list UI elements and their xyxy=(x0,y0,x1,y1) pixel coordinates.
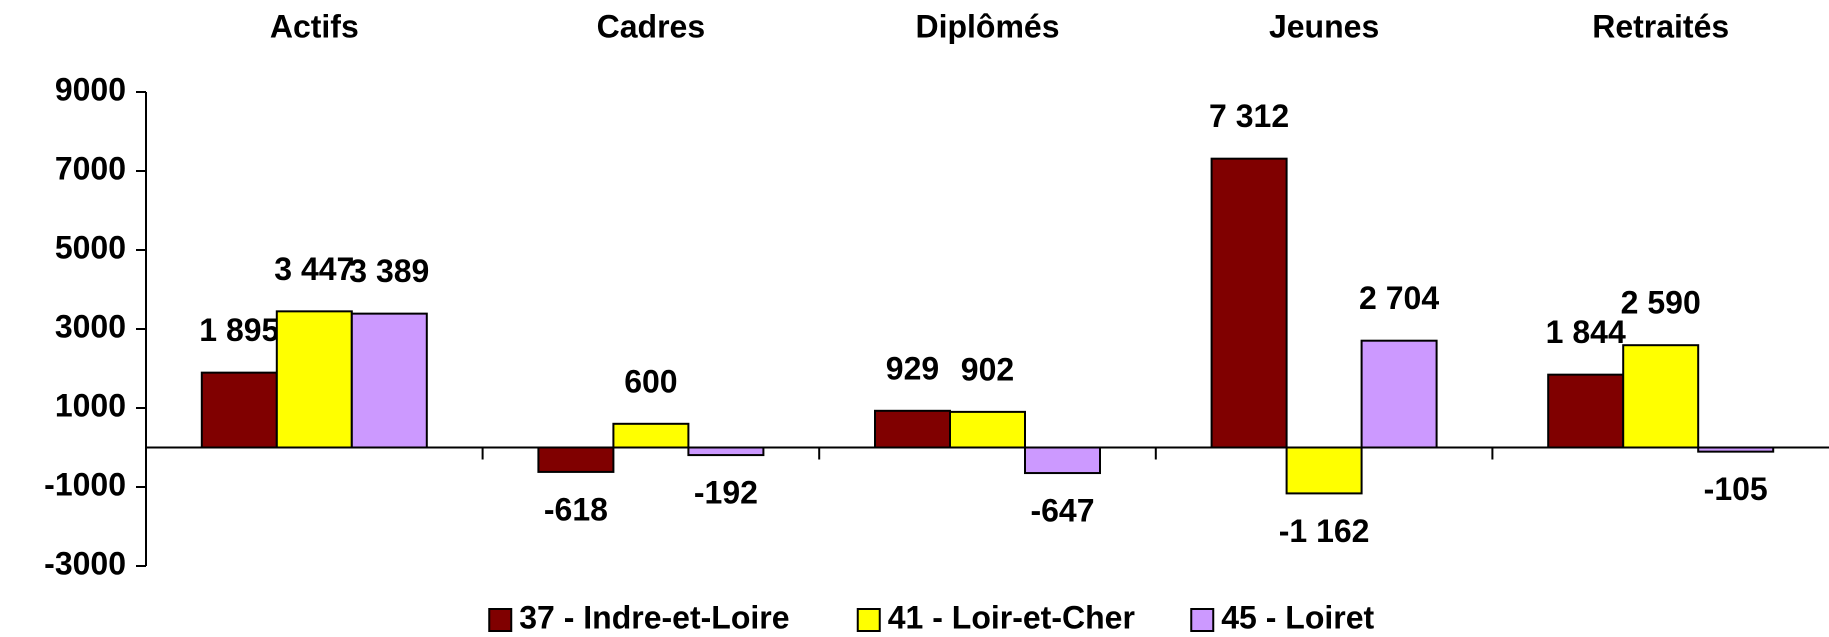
bar xyxy=(1210,157,1288,449)
bar xyxy=(275,310,353,449)
value-label: 3 447 xyxy=(274,251,354,287)
value-label: 1 895 xyxy=(199,312,279,348)
y-tick-label: -1000 xyxy=(44,466,126,502)
value-label: 3 389 xyxy=(349,253,429,289)
category-label: Jeunes xyxy=(1269,8,1379,44)
value-label: 929 xyxy=(886,350,939,386)
value-label: -192 xyxy=(694,475,758,511)
legend-swatch xyxy=(1190,608,1215,632)
category-label: Cadres xyxy=(597,8,706,44)
y-tick-label: 1000 xyxy=(55,387,126,423)
value-label: -618 xyxy=(544,491,608,527)
bar xyxy=(1024,446,1101,475)
bar xyxy=(1285,446,1363,495)
y-tick-label: -3000 xyxy=(44,545,126,581)
y-tick-label: 3000 xyxy=(55,308,126,344)
category-label: Diplômés xyxy=(915,8,1059,44)
legend-label: 45 - Loiret xyxy=(1221,599,1374,635)
value-label: 600 xyxy=(624,363,677,399)
value-label: -1 162 xyxy=(1279,513,1370,549)
bar xyxy=(537,446,615,473)
category-label: Actifs xyxy=(270,8,359,44)
y-tick-label: 9000 xyxy=(55,71,126,107)
bar xyxy=(350,312,428,449)
bar xyxy=(1547,373,1625,449)
bar xyxy=(612,422,690,449)
legend-swatch xyxy=(488,608,513,632)
legend-label: 41 - Loir-et-Cher xyxy=(888,599,1135,635)
bar xyxy=(1697,446,1775,453)
value-label: 7 312 xyxy=(1209,98,1289,134)
legend-label: 37 - Indre-et-Loire xyxy=(519,599,789,635)
category-label: Retraités xyxy=(1592,8,1729,44)
bar xyxy=(200,371,278,449)
bar xyxy=(1360,339,1438,449)
y-tick-label: 7000 xyxy=(55,150,126,186)
value-label: 1 844 xyxy=(1546,314,1626,350)
value-label: -647 xyxy=(1030,493,1094,529)
value-label: 2 704 xyxy=(1359,280,1439,316)
bar xyxy=(687,446,765,457)
value-label: 2 590 xyxy=(1621,285,1701,321)
bar xyxy=(874,409,951,449)
y-tick-label: 5000 xyxy=(55,229,126,265)
bar xyxy=(1622,344,1700,449)
value-label: 902 xyxy=(961,351,1014,387)
value-label: -105 xyxy=(1704,471,1768,507)
bar xyxy=(949,410,1026,449)
legend-swatch xyxy=(856,608,881,632)
